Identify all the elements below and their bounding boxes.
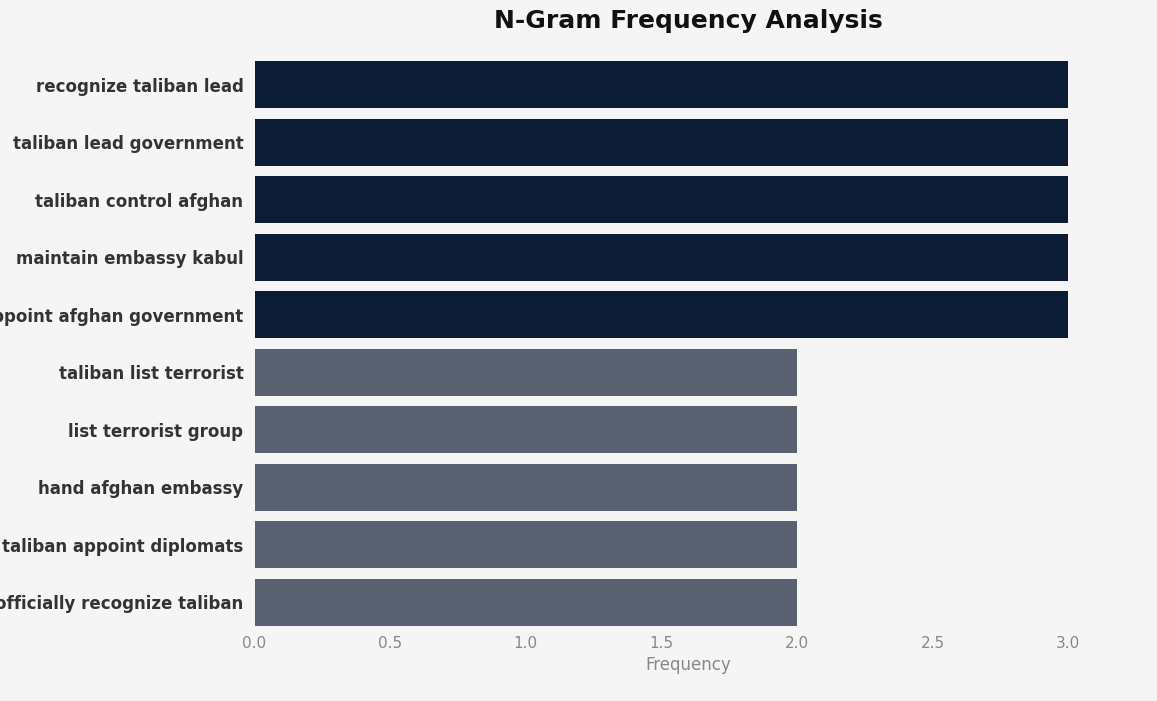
X-axis label: Frequency: Frequency: [646, 656, 731, 674]
Bar: [255, 406, 797, 454]
Bar: [255, 463, 797, 511]
Title: N-Gram Frequency Analysis: N-Gram Frequency Analysis: [494, 9, 883, 34]
Bar: [255, 233, 1068, 281]
Bar: [255, 578, 797, 626]
Bar: [255, 61, 1068, 109]
Bar: [255, 118, 1068, 166]
Bar: [255, 176, 1068, 224]
Bar: [255, 521, 797, 569]
Bar: [255, 348, 797, 396]
Bar: [255, 291, 1068, 339]
